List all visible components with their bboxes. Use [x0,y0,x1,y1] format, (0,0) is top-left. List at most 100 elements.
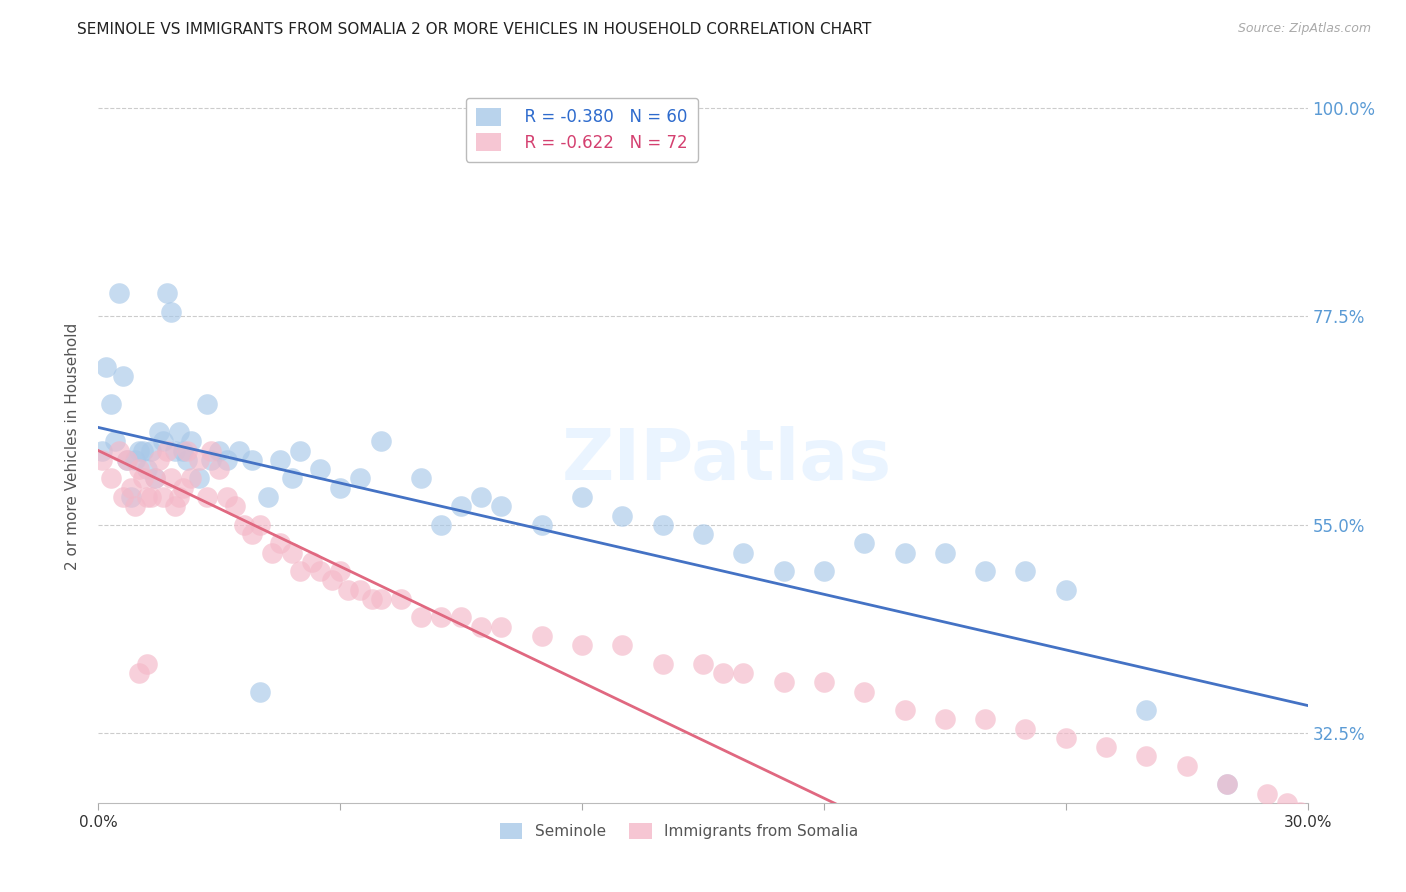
Point [530,629,553,643]
Point [813,564,835,578]
Point [1135,749,1157,764]
Point [163,443,186,458]
Point [172,481,194,495]
Point [389,591,412,606]
Point [571,638,593,652]
Point [91,443,114,458]
Point [733,666,755,681]
Point [128,462,150,476]
Point [370,434,392,449]
Point [269,536,291,550]
Point [571,490,593,504]
Point [195,397,218,411]
Text: ZIPatlas: ZIPatlas [562,425,893,495]
Point [1277,796,1299,810]
Point [430,517,453,532]
Point [96,360,118,375]
Point [240,453,263,467]
Point [974,712,997,726]
Point [115,453,138,467]
Point [288,443,311,458]
Point [180,471,202,485]
Point [135,490,157,504]
Point [115,453,138,467]
Point [176,453,198,467]
Point [1288,805,1310,819]
Point [1135,703,1157,717]
Point [309,564,332,578]
Point [612,508,634,523]
Point [128,666,150,681]
Point [135,657,157,671]
Point [124,453,146,467]
Point [100,397,122,411]
Point [772,564,794,578]
Point [260,545,283,559]
Point [1175,758,1198,772]
Point [143,471,166,485]
Point [281,545,304,559]
Point [132,443,155,458]
Point [430,610,453,624]
Point [450,500,472,514]
Point [156,286,179,301]
Point [180,434,202,449]
Text: Source: ZipAtlas.com: Source: ZipAtlas.com [1237,22,1371,36]
Point [370,591,392,606]
Point [329,481,352,495]
Point [172,443,194,458]
Point [329,564,352,578]
Point [321,574,343,588]
Point [176,443,198,458]
Point [152,434,174,449]
Point [152,490,174,504]
Point [256,490,278,504]
Point [143,471,166,485]
Point [1054,582,1077,597]
Point [612,638,634,652]
Point [249,684,271,698]
Point [491,500,513,514]
Point [692,657,714,671]
Point [934,545,956,559]
Point [139,490,162,504]
Point [200,443,222,458]
Point [361,591,384,606]
Point [91,453,114,467]
Point [1256,787,1278,801]
Point [139,443,162,458]
Point [711,666,734,681]
Point [195,490,218,504]
Point [1014,722,1036,736]
Point [288,564,311,578]
Point [853,684,876,698]
Point [337,582,360,597]
Point [111,369,134,384]
Point [269,453,291,467]
Point [167,425,190,439]
Point [103,434,125,449]
Point [120,481,142,495]
Point [148,425,170,439]
Point [148,453,170,467]
Point [107,286,129,301]
Point [163,500,186,514]
Point [813,675,835,690]
Point [692,527,714,541]
Y-axis label: 2 or more Vehicles in Household: 2 or more Vehicles in Household [65,322,80,570]
Text: SEMINOLE VS IMMIGRANTS FROM SOMALIA 2 OR MORE VEHICLES IN HOUSEHOLD CORRELATION : SEMINOLE VS IMMIGRANTS FROM SOMALIA 2 OR… [77,22,872,37]
Point [772,675,794,690]
Point [1014,564,1036,578]
Point [232,517,254,532]
Point [409,610,432,624]
Point [1095,740,1118,755]
Point [281,471,304,485]
Point [107,443,129,458]
Point [200,453,222,467]
Point [349,471,371,485]
Point [128,443,150,458]
Legend: Seminole, Immigrants from Somalia: Seminole, Immigrants from Somalia [494,817,865,845]
Point [167,490,190,504]
Point [1216,777,1239,791]
Point [733,545,755,559]
